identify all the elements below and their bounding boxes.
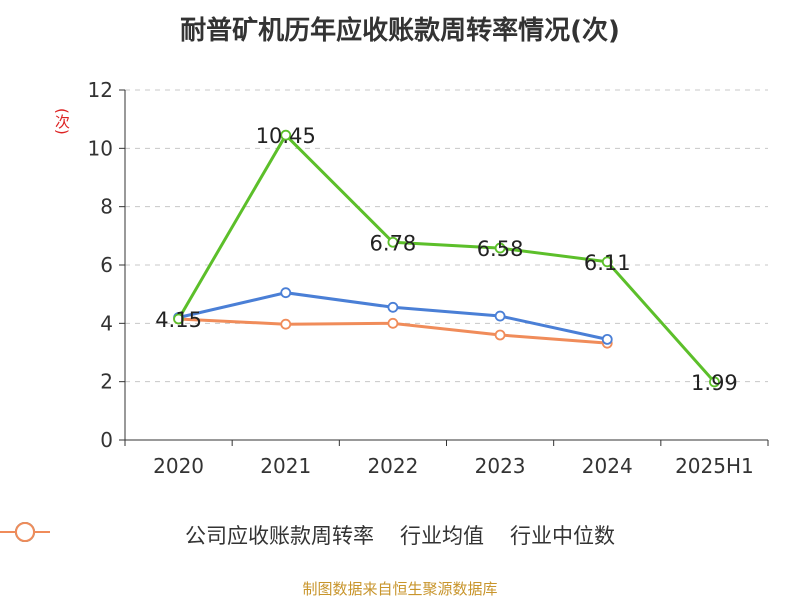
legend-label-industry-mean: 行业均值 [400,524,484,548]
data-point [601,333,613,345]
data-label: 6.11 [584,251,631,275]
data-label: 1.99 [691,371,738,395]
chart-title: 耐普矿机历年应收账款周转率情况(次) [180,16,620,46]
data-point [280,318,292,330]
x-tick-label: 2022 [367,454,418,478]
x-tick-label: 2025H1 [675,454,754,478]
data-point [280,129,292,141]
y-tick-label: 6 [100,253,113,277]
legend-label-industry-median: 行业中位数 [510,524,615,548]
legend-marker-orange [0,522,50,542]
series-line [178,291,608,341]
legend-item-industry-mean[interactable]: 行业均值 [0,520,484,550]
x-tick-label: 2021 [260,454,311,478]
data-point [173,313,184,325]
legend-label-company: 公司应收账款周转率 [185,524,374,548]
data-point [494,242,506,254]
y-tick-label: 8 [100,195,113,219]
y-tick-label: 4 [100,311,113,335]
data-point [280,287,292,299]
legend: 公司应收账款周转率 行业均值 行业中位数 [0,520,800,550]
data-label: 6.58 [477,237,524,261]
y-tick-label: 12 [88,78,113,102]
data-point [387,236,399,248]
data-point [387,301,399,313]
y-tick-label: 0 [100,428,113,452]
source-footer: 制图数据来自恒生聚源数据库 [302,580,498,598]
data-point [601,256,613,268]
legend-item-company[interactable]: 公司应收账款周转率 [0,520,374,550]
data-point [709,376,720,388]
data-point [387,317,399,329]
data-label: 6.78 [370,231,417,255]
x-tick-label: 2024 [582,454,633,478]
data-point [494,329,506,341]
legend-item-industry-median[interactable]: 行业中位数 [0,520,615,550]
y-tick-label: 2 [100,370,113,394]
data-label: 10.45 [256,124,316,148]
series-line [177,132,716,383]
x-tick-label: 2023 [475,454,526,478]
data-label: 4.15 [155,308,202,332]
x-tick-label: 2020 [153,454,204,478]
y-tick-label: 10 [88,136,113,160]
data-point [494,310,506,322]
y-axis-unit-label: (次) [53,108,71,135]
